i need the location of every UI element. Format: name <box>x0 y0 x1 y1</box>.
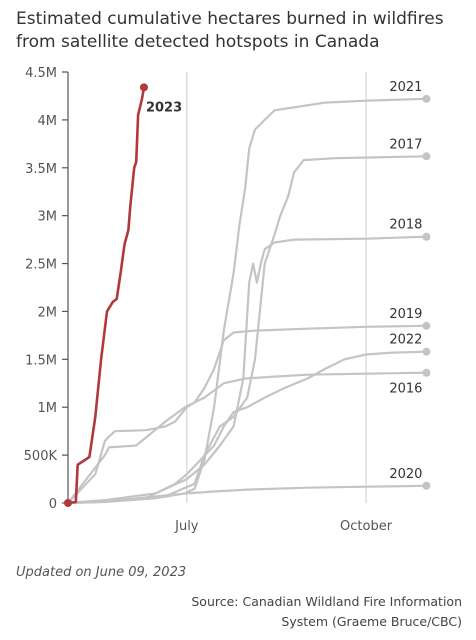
series-label-2017: 2017 <box>389 137 422 152</box>
y-tick-label: 3M <box>38 210 58 225</box>
x-tick-label: October <box>340 519 393 534</box>
series-line-2018 <box>66 235 428 505</box>
y-tick-label: 4.5M <box>25 66 57 81</box>
series-line-2020 <box>66 484 428 505</box>
series-endpoint-2022 <box>422 347 431 356</box>
series-endpoint-2023 <box>139 83 148 92</box>
series-label-2021: 2021 <box>389 80 422 95</box>
x-tick-label: July <box>174 519 199 534</box>
source-note: Source: Canadian Wildland Fire Informati… <box>191 594 462 629</box>
y-axis: 0 500K 1M 1.5M 2M 2.5M 3M 3.5M 4M 4.5M <box>24 66 69 512</box>
updated-note: Updated on June 09, 2023 <box>16 565 187 580</box>
series-label-2016: 2016 <box>389 382 422 397</box>
series-label-2019: 2019 <box>389 307 422 322</box>
series-endpoint-2017 <box>422 152 431 161</box>
series-label-2022: 2022 <box>389 333 422 348</box>
y-tick-label: 1.5M <box>25 353 57 368</box>
series-label-2020: 2020 <box>389 467 422 482</box>
y-tick-label: 2.5M <box>25 258 57 273</box>
series-startpoint-2023 <box>64 499 72 507</box>
series-endpoint-2018 <box>422 232 431 241</box>
series-line-2016 <box>66 371 428 505</box>
series-line-2019 <box>66 324 428 505</box>
y-tick-label: 4M <box>38 114 58 129</box>
y-tick-label: 500K <box>24 449 58 464</box>
series-line-2023 <box>66 86 146 505</box>
chart-title: Estimated cumulative hectares burned in … <box>16 9 444 52</box>
y-tick-label: 1M <box>38 401 58 416</box>
series-line-2017 <box>66 155 428 505</box>
y-tick-label: 2M <box>38 305 58 320</box>
series-endpoint-2021 <box>422 94 431 103</box>
series-line-2022 <box>66 350 428 505</box>
y-tick-label: 3.5M <box>25 162 57 177</box>
y-tick-label: 0 <box>49 497 57 512</box>
series-endpoint-2020 <box>422 481 431 490</box>
month-reference-lines <box>186 72 367 503</box>
series-lines: 2021 2017 2018 2019 2022 2016 2020 2023 <box>64 80 431 507</box>
series-endpoint-2019 <box>422 321 431 330</box>
series-label-2018: 2018 <box>389 218 422 233</box>
series-endpoint-2016 <box>422 368 431 377</box>
series-label-2023: 2023 <box>146 100 182 115</box>
x-axis: July October <box>174 519 393 534</box>
